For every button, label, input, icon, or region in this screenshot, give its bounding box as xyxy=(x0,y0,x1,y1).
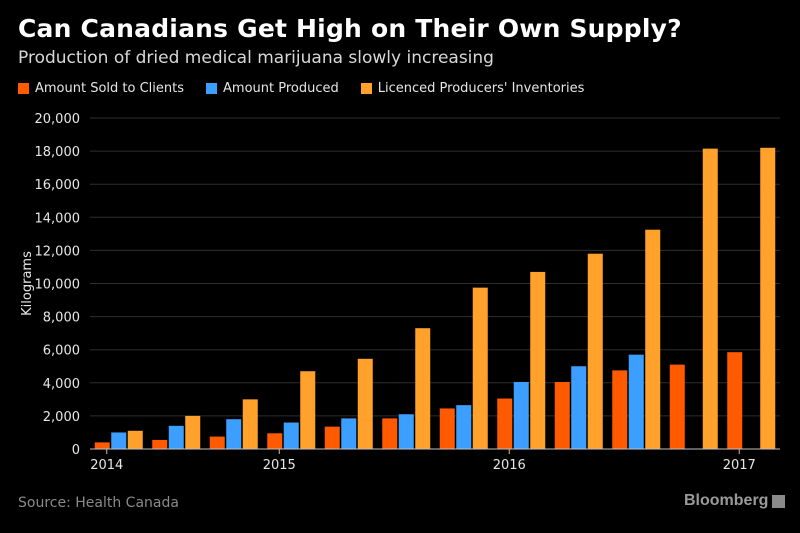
legend-item-produced: Amount Produced xyxy=(206,81,339,96)
bar-produced xyxy=(628,354,644,449)
bar-inventories xyxy=(300,371,316,449)
bar-sold xyxy=(554,381,570,449)
bar-produced xyxy=(226,419,242,449)
bar-inventories xyxy=(472,287,488,449)
bar-inventories xyxy=(587,253,603,449)
bar-sold xyxy=(209,436,225,449)
bar-produced xyxy=(571,366,587,449)
legend: Amount Sold to Clients Amount Produced L… xyxy=(18,81,606,96)
bar-sold xyxy=(382,418,398,449)
y-tick-label: 18,000 xyxy=(35,145,81,160)
y-tick-label: 20,000 xyxy=(35,112,81,127)
bar-inventories xyxy=(530,271,546,449)
legend-item-inventories: Licenced Producers' Inventories xyxy=(360,81,585,96)
legend-swatch-inventories xyxy=(360,83,372,94)
y-axis-label: Kilograms xyxy=(20,251,35,316)
brand-logo: Bloomberg xyxy=(684,492,786,510)
y-tick-label: 12,000 xyxy=(35,244,81,259)
bar-sold xyxy=(267,433,283,449)
bar-produced xyxy=(168,425,184,449)
source-note: Source: Health Canada xyxy=(18,495,179,511)
bar-produced xyxy=(283,422,299,449)
brand-name: Bloomberg xyxy=(684,492,769,509)
y-tick-label: 16,000 xyxy=(35,178,81,193)
bar-sold xyxy=(669,364,685,449)
x-tick-label: 2015 xyxy=(263,458,296,473)
y-tick-label: 4,000 xyxy=(43,377,80,392)
y-tick-label: 10,000 xyxy=(35,278,81,293)
bar-sold xyxy=(152,439,168,449)
bar-sold xyxy=(727,352,743,449)
bar-inventories xyxy=(127,430,143,449)
legend-swatch-sold xyxy=(18,83,29,94)
y-tick-label: 2,000 xyxy=(43,410,80,425)
bar-inventories xyxy=(242,399,258,449)
bloomberg-mark-icon xyxy=(772,494,786,508)
legend-item-sold: Amount Sold to Clients xyxy=(18,81,184,96)
y-tick-label: 6,000 xyxy=(43,344,80,359)
bar-produced xyxy=(456,405,472,449)
bar-inventories xyxy=(185,415,201,449)
legend-label-sold: Amount Sold to Clients xyxy=(35,81,185,96)
y-tick-label: 14,000 xyxy=(35,211,81,226)
bar-sold xyxy=(439,408,455,449)
bar-produced xyxy=(341,418,357,449)
bar-produced xyxy=(398,414,414,449)
bar-inventories xyxy=(760,147,776,450)
bar-inventories xyxy=(357,358,373,449)
x-tick-label: 2017 xyxy=(723,458,756,473)
legend-swatch-produced xyxy=(206,83,218,94)
legend-label-produced: Amount Produced xyxy=(223,81,339,96)
x-tick-label: 2016 xyxy=(493,458,526,473)
bar-produced xyxy=(513,381,529,449)
y-tick-label: 0 xyxy=(72,443,80,458)
y-tick-label: 8,000 xyxy=(43,311,80,326)
bar-inventories xyxy=(645,229,661,449)
bar-inventories xyxy=(415,328,431,449)
bar-sold xyxy=(324,426,340,449)
bar-produced xyxy=(111,432,127,449)
chart-title: Can Canadians Get High on Their Own Supp… xyxy=(18,14,682,43)
bar-inventories xyxy=(702,148,718,449)
chart-subtitle: Production of dried medical marijuana sl… xyxy=(18,48,494,68)
bar-sold xyxy=(497,398,513,449)
x-tick-label: 2014 xyxy=(90,458,123,473)
bar-sold xyxy=(94,442,110,449)
legend-label-inventories: Licenced Producers' Inventories xyxy=(377,81,585,96)
bar-sold xyxy=(612,370,628,449)
